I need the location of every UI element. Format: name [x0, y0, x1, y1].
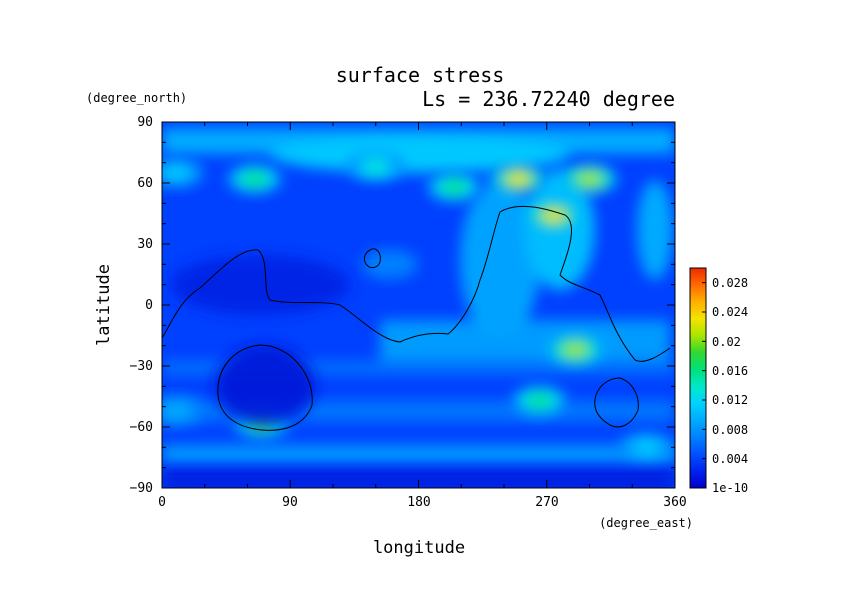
hotspot-ring: [166, 166, 187, 180]
y-tick-60: 60: [137, 176, 153, 191]
chart-title: surface stress: [336, 63, 505, 87]
cb-label-0: 1e-10: [712, 481, 748, 495]
chart-subtitle: Ls = 236.72240 degree: [422, 87, 675, 111]
y-tick-m60: −60: [130, 420, 153, 435]
cb-label-7: 0.028: [712, 276, 748, 290]
y-units-label: (degree_north): [86, 91, 187, 105]
east-edge: [637, 180, 673, 280]
x-tick-0: 0: [158, 495, 166, 510]
x-tick-270: 270: [535, 495, 558, 510]
hotspot-8: [511, 385, 568, 416]
contour-main: [162, 205, 671, 362]
band-south-3: [162, 445, 675, 463]
x-tick-90: 90: [282, 495, 298, 510]
hotspot-0: [226, 163, 283, 195]
cb-label-3: 0.012: [712, 393, 748, 407]
hotspot-ring: [379, 258, 401, 271]
y-tick-0: 0: [145, 298, 153, 313]
band-north-arc: [270, 137, 570, 173]
y-tick-labels: 90 60 30 0 −30 −60 −90: [130, 115, 153, 496]
hotspot-3: [490, 163, 547, 195]
x-tick-180: 180: [407, 495, 430, 510]
hotspot-ring: [166, 404, 187, 418]
hotspot-ring: [443, 180, 465, 194]
hotspot-11: [618, 432, 675, 463]
colorbar-ticks: [702, 282, 706, 489]
hotspot-12: [162, 157, 205, 188]
hotspot-ring: [244, 172, 265, 186]
hotspot-ring: [579, 172, 600, 186]
colorbar: [689, 267, 707, 489]
x-axis-label: longitude: [373, 538, 465, 558]
x-tick-360: 360: [663, 495, 686, 510]
hotspot-layer: [162, 151, 675, 463]
y-tick-m30: −30: [130, 359, 153, 374]
y-tick-m90: −90: [130, 481, 153, 496]
cb-label-5: 0.02: [712, 335, 741, 349]
colorbar-labels: 1e-10 0.004 0.008 0.012 0.016 0.02 0.024…: [712, 276, 748, 495]
contour-small: [363, 248, 381, 269]
y-tick-30: 30: [137, 237, 153, 252]
contour-south-basin: [217, 344, 313, 431]
hotspot-4: [525, 200, 582, 231]
cb-label-6: 0.024: [712, 305, 748, 319]
hotspot-1: [347, 151, 404, 182]
hotspot-6: [361, 249, 419, 280]
contour-east-basin: [594, 377, 639, 428]
hotspot-ring: [636, 441, 657, 454]
cb-label-2: 0.008: [712, 423, 748, 437]
stress-field: [162, 122, 675, 488]
axis-ticks: [161, 121, 676, 489]
x-tick-labels: 0 90 180 270 360: [158, 495, 687, 510]
low-south-basin: [215, 345, 315, 425]
hotspot-ring: [529, 394, 550, 407]
hotspot-ring: [565, 343, 586, 357]
hotspot-ring: [508, 172, 529, 186]
y-axis-label: latitude: [94, 264, 114, 346]
cb-label-1: 0.004: [712, 452, 748, 466]
hotspot-10: [162, 395, 205, 426]
hotspot-2: [426, 171, 483, 203]
x-units-label: (degree_east): [599, 516, 693, 530]
low-west: [170, 255, 350, 315]
hotspot-ring: [543, 209, 565, 222]
cb-label-4: 0.016: [712, 364, 748, 378]
hotspot-7: [547, 334, 604, 365]
cross-plume: [460, 180, 540, 340]
band-south-mid: [380, 320, 670, 360]
topography-contours: [162, 205, 671, 431]
hotspot-ring: [365, 160, 386, 174]
y-tick-90: 90: [137, 115, 153, 130]
hotspot-5: [561, 163, 618, 195]
